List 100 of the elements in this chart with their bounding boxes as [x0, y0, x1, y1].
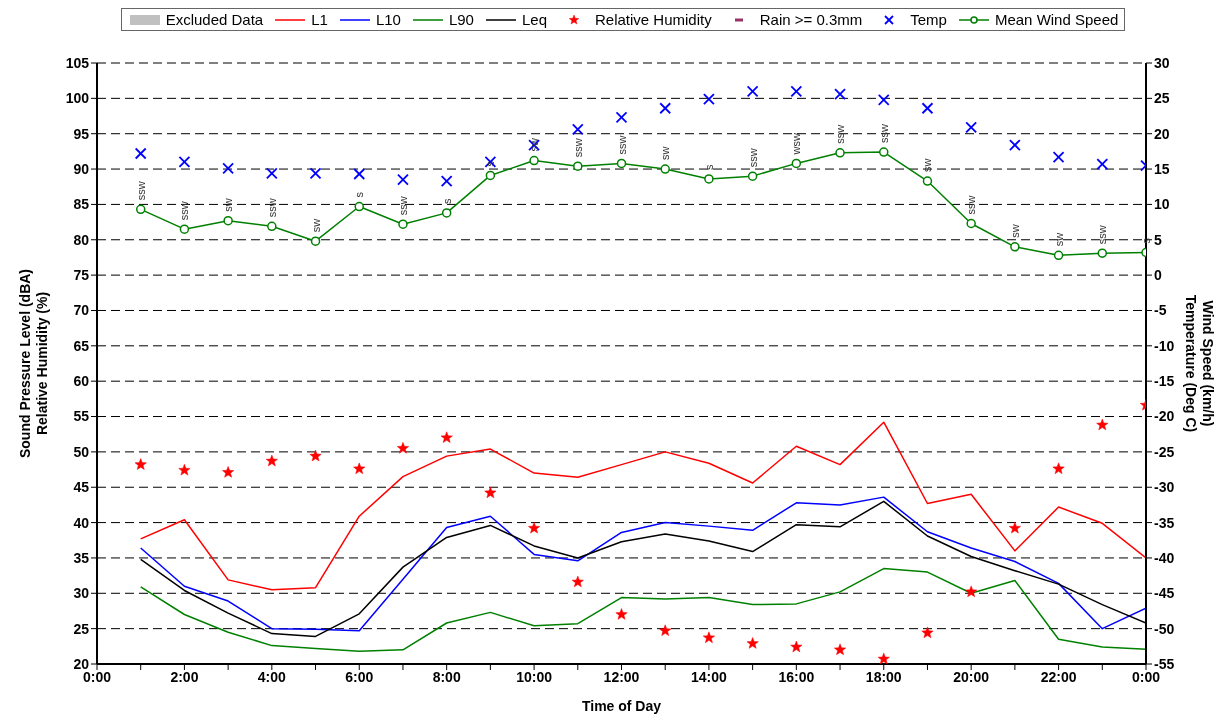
y2-tick-label: -25	[1154, 443, 1175, 460]
x-tick-label: 14:00	[691, 668, 728, 685]
point	[1053, 250, 1064, 261]
data-label: sw	[921, 158, 934, 173]
point	[354, 201, 364, 212]
data-label: s	[484, 160, 497, 167]
x-tick-label: 6:00	[345, 668, 374, 685]
y2-tick-label: 20	[1154, 125, 1170, 142]
y2-tick-label: -40	[1154, 549, 1175, 566]
y2-tick-label: -5	[1154, 302, 1167, 319]
point	[1097, 248, 1108, 258]
point	[922, 176, 933, 186]
point	[879, 147, 889, 157]
data-label: ssw	[615, 135, 628, 155]
y2-tick-label: 10	[1154, 196, 1170, 213]
data-label: wsw	[790, 132, 803, 156]
point	[179, 224, 190, 234]
point	[747, 171, 758, 181]
point	[485, 170, 496, 181]
data-label: sw	[659, 146, 672, 161]
y2-tick-label: -20	[1154, 408, 1175, 425]
y2-tick-label: 0	[1154, 267, 1162, 284]
point	[309, 449, 322, 462]
point	[571, 575, 584, 588]
legend-label: L90	[448, 11, 474, 28]
data-label: s	[702, 163, 715, 170]
legend-label: Rain >= 0.3mm	[759, 11, 863, 28]
point	[1052, 462, 1065, 474]
y2-tick-label: -30	[1154, 479, 1175, 496]
data-label: ssw	[965, 195, 978, 215]
legend-label: L1	[311, 11, 328, 28]
y-tick-label: 85	[73, 196, 90, 213]
y-tick-label: 90	[73, 161, 90, 178]
point	[702, 631, 715, 643]
data-label: ssw	[265, 198, 278, 218]
point	[310, 236, 321, 246]
y-tick-label: 55	[73, 408, 90, 425]
x-tick-label: 22:00	[1040, 668, 1077, 685]
data-label: ssw	[178, 201, 191, 221]
x-tick-label: 16:00	[778, 668, 815, 685]
y2-tick-label: 25	[1154, 90, 1170, 107]
x-tick-label: 12:00	[603, 668, 640, 685]
point	[528, 521, 541, 534]
point	[529, 155, 539, 166]
y2-tick-label: 5	[1154, 231, 1162, 248]
line-series	[139, 421, 1146, 591]
point	[441, 208, 452, 218]
point	[746, 637, 759, 649]
point	[659, 624, 672, 636]
point	[440, 431, 453, 443]
data-label: sw	[1008, 224, 1021, 238]
x-tick-label: 4:00	[257, 668, 287, 685]
y-tick-label: 45	[73, 479, 90, 496]
data-label: s	[440, 197, 453, 204]
point	[398, 219, 408, 229]
point	[1008, 521, 1021, 534]
y2-tick-label: 30	[1154, 54, 1170, 71]
y-axis-title: Sound Pressure Level (dBA) Relative Humidity (%)	[17, 268, 50, 459]
y-tick-label: 30	[73, 585, 90, 602]
y-tick-label: 80	[73, 231, 90, 248]
y2-tick-label: -35	[1154, 514, 1175, 531]
data-label: ssw	[746, 148, 759, 168]
y-tick-label: 70	[73, 302, 90, 319]
y-tick-label: 100	[65, 90, 90, 107]
line-series	[139, 567, 1146, 653]
point	[835, 148, 845, 158]
y-tick-label: 75	[73, 267, 90, 284]
point	[965, 585, 978, 597]
point	[134, 458, 147, 470]
y-tick-label: 35	[73, 549, 90, 566]
y-tick-label: 50	[73, 443, 90, 460]
y2-axis-title: Wind Speed (km/h) Temperature (Deg C)	[1183, 294, 1216, 433]
point	[267, 221, 277, 232]
data-label: sw	[309, 218, 322, 233]
y-tick-label: 105	[65, 54, 90, 71]
data-label: ssw	[571, 138, 584, 158]
data-label: sw	[1052, 232, 1065, 247]
y2-tick-label: -15	[1154, 373, 1175, 390]
point	[135, 204, 146, 215]
point	[223, 215, 233, 226]
point	[921, 626, 934, 638]
point	[704, 174, 714, 184]
point	[265, 454, 278, 467]
point	[615, 608, 628, 620]
y-tick-label: 95	[73, 125, 90, 142]
data-label: sw	[528, 138, 541, 152]
data-label: sw	[222, 198, 235, 212]
y-tick-label: 60	[73, 373, 90, 390]
point	[966, 218, 976, 229]
y2-tick-label: 15	[1154, 161, 1170, 178]
x-tick-label: 8:00	[432, 668, 461, 685]
legend-label: Mean Wind Speed	[994, 11, 1119, 28]
x-tick-label: 2:00	[170, 668, 199, 685]
point	[1010, 242, 1020, 252]
data-label: ssw	[134, 181, 147, 201]
x-tick-label: 10:00	[516, 668, 553, 685]
legend-label: Temp	[910, 11, 947, 28]
point	[397, 442, 409, 454]
y-tick-label: 25	[73, 620, 90, 637]
y-tick-label: 65	[73, 337, 90, 354]
